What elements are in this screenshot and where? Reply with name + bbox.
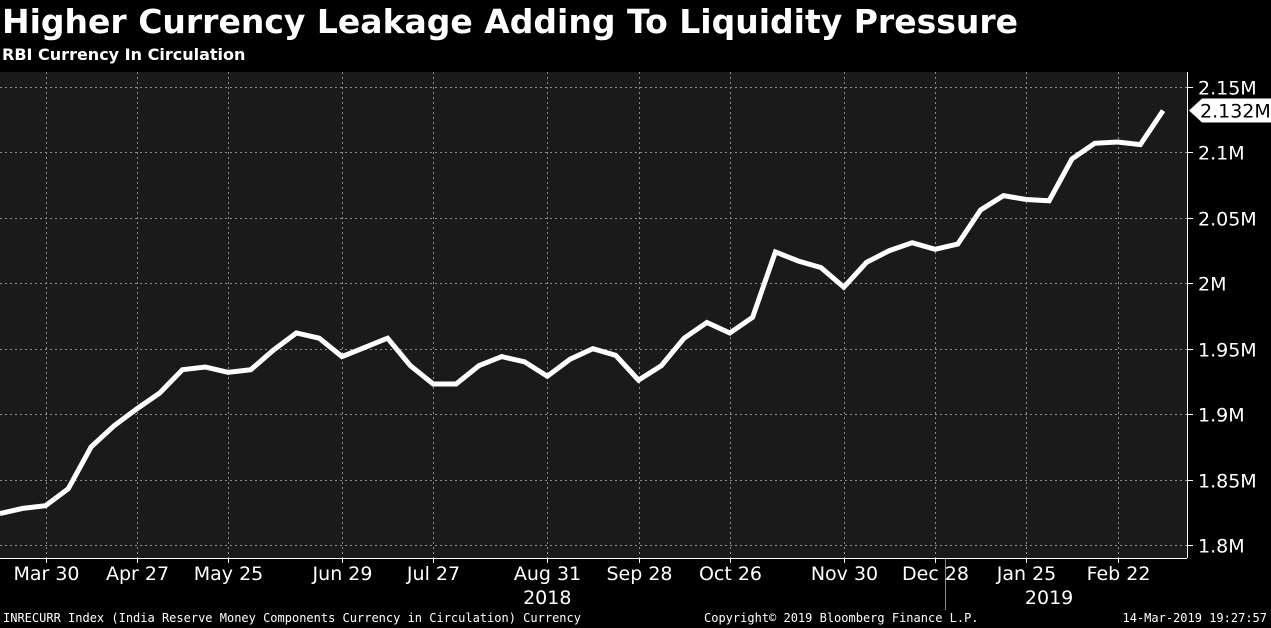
last-value-tag: 2.132M — [1189, 98, 1271, 123]
timestamp: 14-Mar-2019 19:27:57 — [1122, 611, 1268, 625]
y-tick-label: 1.95M — [1198, 340, 1257, 362]
series-group — [0, 109, 1166, 517]
chart-subtitle: RBI Currency In Circulation — [2, 45, 246, 64]
grid-lines — [0, 72, 1187, 558]
plot-area — [0, 72, 1187, 558]
y-tick-label: 2.05M — [1198, 209, 1257, 231]
y-tick-label: 1.85M — [1198, 471, 1257, 493]
x-tick-label: Feb 22 — [1087, 563, 1151, 585]
chart-title: Higher Currency Leakage Adding To Liquid… — [2, 2, 1019, 41]
y-axis-ticks: 1.8M 1.85M 1.9M 1.95M 2M 2.05M 2.1M 2.15M — [1198, 78, 1257, 558]
x-tick-label: Jun 29 — [312, 563, 373, 585]
y-tick-label: 2.1M — [1198, 143, 1245, 165]
axes — [0, 72, 1193, 610]
x-tick-label: Aug 31 — [514, 563, 581, 585]
x-tick-label: Sep 28 — [606, 563, 672, 585]
x-tick-label: Oct 26 — [699, 563, 762, 585]
x-tick-label: Jul 27 — [406, 563, 460, 585]
y-tick-label: 1.8M — [1198, 536, 1245, 558]
x-tick-label: Apr 27 — [106, 563, 169, 585]
x-tick-label: May 25 — [194, 563, 264, 585]
x-tick-label: Dec 28 — [902, 563, 969, 585]
year-label: 2019 — [1025, 587, 1073, 609]
y-tick-label: 1.9M — [1198, 405, 1245, 427]
y-tick-label: 2M — [1198, 274, 1226, 296]
year-label: 2018 — [523, 587, 571, 609]
x-axis-ticks: Mar 30 Apr 27 May 25 Jun 29 Jul 27 Aug 31 Sep … — [13, 563, 1150, 609]
source-note: INRECURR Index (India Reserve Money Comp… — [3, 611, 581, 625]
x-tick-label: Jan 25 — [996, 563, 1057, 585]
series-line-0 — [0, 109, 1166, 517]
copyright-note: Copyright© 2019 Bloomberg Finance L.P. — [704, 611, 979, 625]
x-tick-label: Nov 30 — [811, 563, 878, 585]
x-tick-label: Mar 30 — [13, 563, 79, 585]
last-value-label: 2.132M — [1200, 101, 1271, 123]
y-tick-label: 2.15M — [1198, 78, 1257, 100]
last-value-box — [1189, 98, 1271, 123]
